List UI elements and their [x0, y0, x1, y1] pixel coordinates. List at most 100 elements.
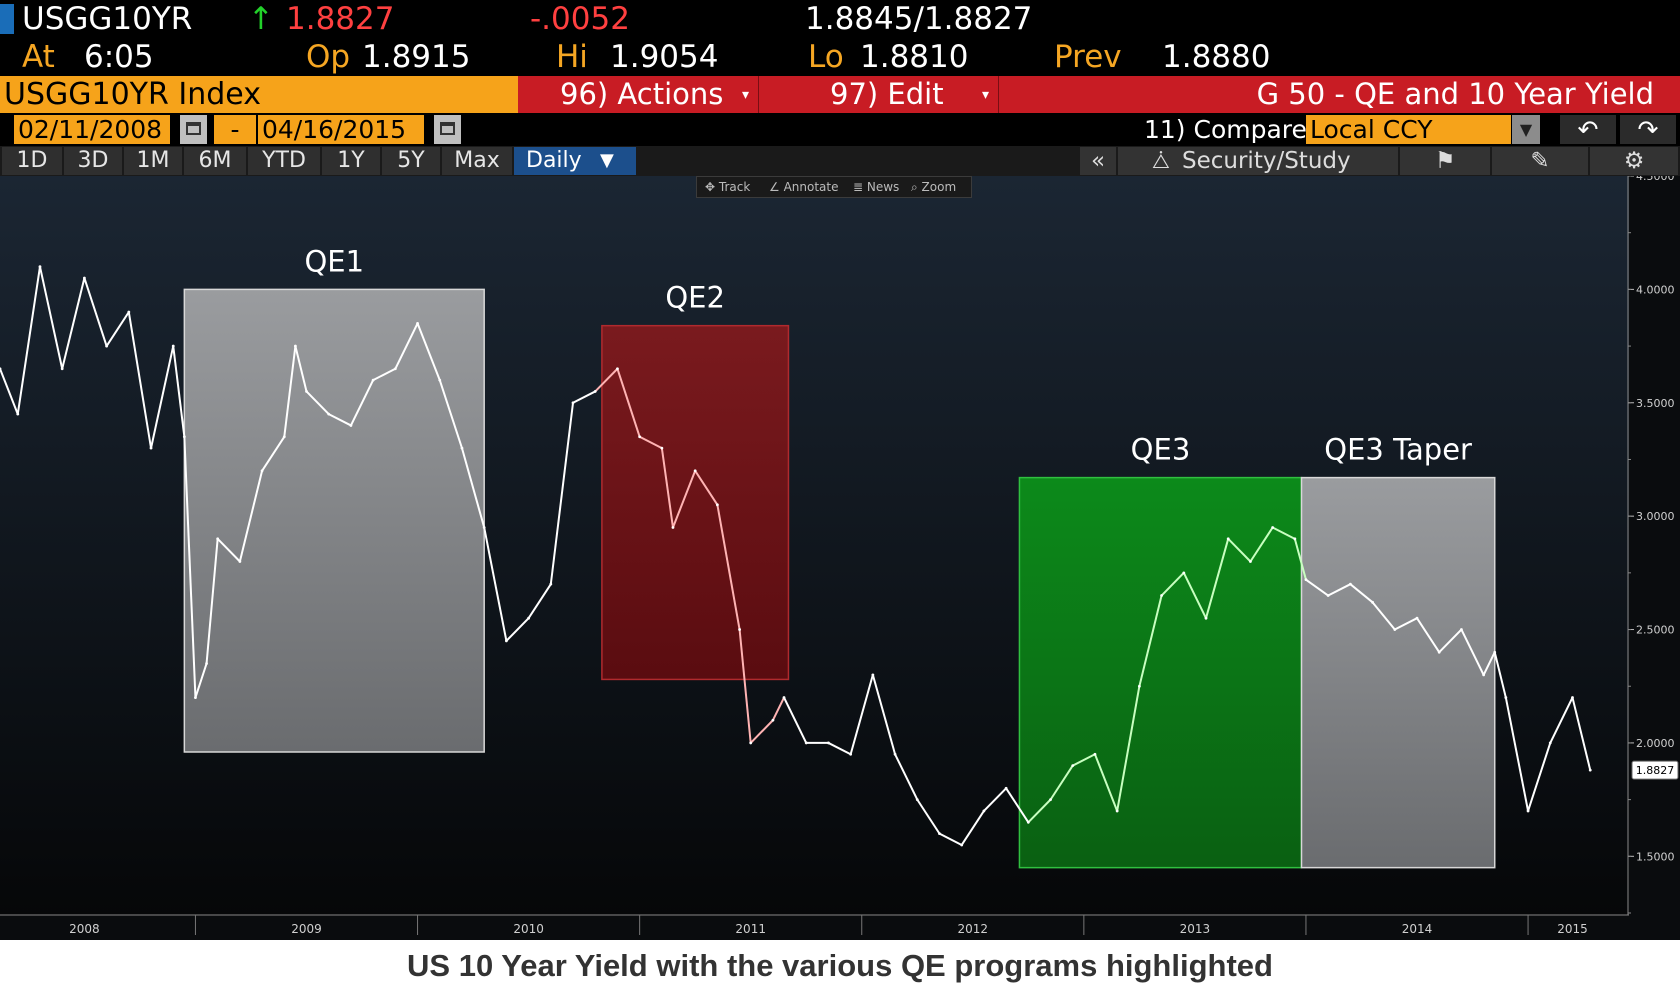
data-point: [305, 390, 308, 393]
period-ytd[interactable]: YTD: [248, 147, 320, 175]
data-point: [1326, 594, 1330, 597]
data-point: [282, 435, 286, 439]
period-1d[interactable]: 1D: [2, 147, 62, 175]
high-value: 1.9054: [610, 39, 719, 75]
data-point: [827, 741, 830, 745]
data-point: [0, 367, 2, 371]
data-point: [1304, 578, 1308, 582]
x-tick-label: 2009: [291, 922, 322, 936]
yield-chart[interactable]: QE1 QE2 QE3 QE3 Taper 1.5000 2.0000 2.5000 3.0…: [0, 176, 1680, 940]
series-segment: [1527, 742, 1552, 812]
undo-icon[interactable]: ↶: [1560, 115, 1616, 144]
data-point: [1115, 809, 1119, 813]
end-date-field[interactable]: 04/16/2015: [258, 115, 424, 144]
series-segment: [61, 277, 86, 369]
series-segment: [1138, 595, 1163, 687]
data-point: [216, 537, 220, 541]
period-bar: 1D 3D 1M 6M YTD 1Y 5Y Max Daily ▼ « ⧊ Se…: [0, 146, 1680, 176]
series-segment: [827, 742, 852, 756]
data-point: [127, 310, 131, 314]
series-segment: [350, 379, 375, 426]
data-point: [1571, 696, 1574, 699]
security-study-button[interactable]: ⧊ Security/Study: [1118, 147, 1398, 175]
calendar-icon[interactable]: [180, 115, 207, 144]
data-point: [327, 412, 331, 416]
data-point: [871, 673, 875, 677]
data-point: [771, 718, 775, 722]
series-segment: [660, 447, 674, 528]
security-bar: USGG10YR Index 96) Actions ▾ 97) Edit ▾ …: [0, 76, 1680, 113]
track-tool[interactable]: ✥ Track: [705, 180, 751, 194]
compare-button[interactable]: 11) Compare: [1144, 115, 1307, 144]
data-point: [1348, 582, 1352, 586]
series-segment: [1027, 798, 1052, 823]
data-point: [460, 446, 464, 450]
last-price: 1.8827: [286, 1, 395, 37]
zoom-tool[interactable]: ⌕ Zoom: [911, 180, 957, 194]
quote-time: 6:05: [84, 39, 154, 75]
series-segment: [738, 629, 752, 744]
low-label: Lo: [808, 39, 844, 75]
series-segment: [894, 753, 919, 801]
chevron-down-icon[interactable]: ▼: [1512, 115, 1540, 144]
data-point: [671, 526, 675, 529]
data-point: [960, 843, 964, 847]
security-index[interactable]: USGG10YR Index: [0, 76, 518, 113]
start-date-field[interactable]: 02/11/2008: [14, 115, 170, 144]
actions-menu[interactable]: 96) Actions ▾: [520, 76, 759, 113]
period-6m[interactable]: 6M: [184, 147, 246, 175]
period-5y[interactable]: 5Y: [382, 147, 440, 175]
series-segment: [127, 311, 153, 449]
series-segment: [1005, 787, 1030, 823]
data-point: [149, 446, 153, 450]
series-segment: [1549, 697, 1574, 744]
series-segment: [83, 277, 108, 347]
data-point: [238, 560, 242, 563]
data-point: [527, 616, 531, 620]
edit-menu[interactable]: 97) Edit ▾: [760, 76, 999, 113]
news-tool[interactable]: ≣ News: [853, 180, 900, 194]
gear-icon[interactable]: ⚙: [1590, 147, 1678, 175]
period-1m[interactable]: 1M: [124, 147, 182, 175]
annotate-tool[interactable]: ∠ Annotate: [769, 180, 839, 194]
data-point: [782, 696, 786, 699]
y-tick-label: 4.5000: [1636, 176, 1675, 183]
period-3d[interactable]: 3D: [64, 147, 122, 175]
up-arrow-icon: ↑: [248, 1, 274, 37]
data-point: [1493, 650, 1497, 654]
series-segment: [527, 583, 552, 619]
period-1y[interactable]: 1Y: [322, 147, 380, 175]
y-tick-label: 2.0000: [1636, 737, 1675, 750]
series-segment: [1272, 526, 1296, 540]
collapse-icon[interactable]: «: [1080, 147, 1116, 175]
series-segment: [305, 390, 330, 415]
actions-label: 96) Actions: [560, 77, 724, 111]
y-tick-label: 3.5000: [1636, 397, 1675, 410]
period-max[interactable]: Max: [442, 147, 512, 175]
data-point: [571, 401, 575, 405]
at-label: At: [22, 39, 55, 75]
series-segment: [1160, 572, 1185, 597]
currency-select[interactable]: Local CCY: [1306, 115, 1511, 144]
redo-icon[interactable]: ↷: [1620, 115, 1676, 144]
data-point: [715, 503, 719, 507]
series-segment: [194, 663, 208, 698]
data-point: [749, 741, 753, 745]
edit-pencil-icon[interactable]: ✎: [1492, 147, 1588, 175]
data-point: [1226, 537, 1230, 541]
series-segment: [549, 402, 575, 585]
x-tick-label: 2013: [1180, 922, 1211, 936]
open-label: Op: [306, 39, 351, 75]
data-point: [915, 798, 919, 802]
series-segment: [294, 345, 308, 392]
series-segment: [1293, 538, 1307, 580]
data-point: [260, 469, 264, 473]
chevron-down-icon: ▾: [982, 87, 990, 103]
flag-icon[interactable]: ⚑: [1400, 147, 1490, 175]
calendar-icon[interactable]: [434, 115, 461, 144]
data-point: [293, 344, 297, 348]
series-segment: [916, 799, 941, 835]
chevron-down-icon: ▼: [600, 150, 614, 171]
frequency-select[interactable]: Daily ▼: [514, 147, 636, 175]
data-point: [1249, 560, 1252, 563]
